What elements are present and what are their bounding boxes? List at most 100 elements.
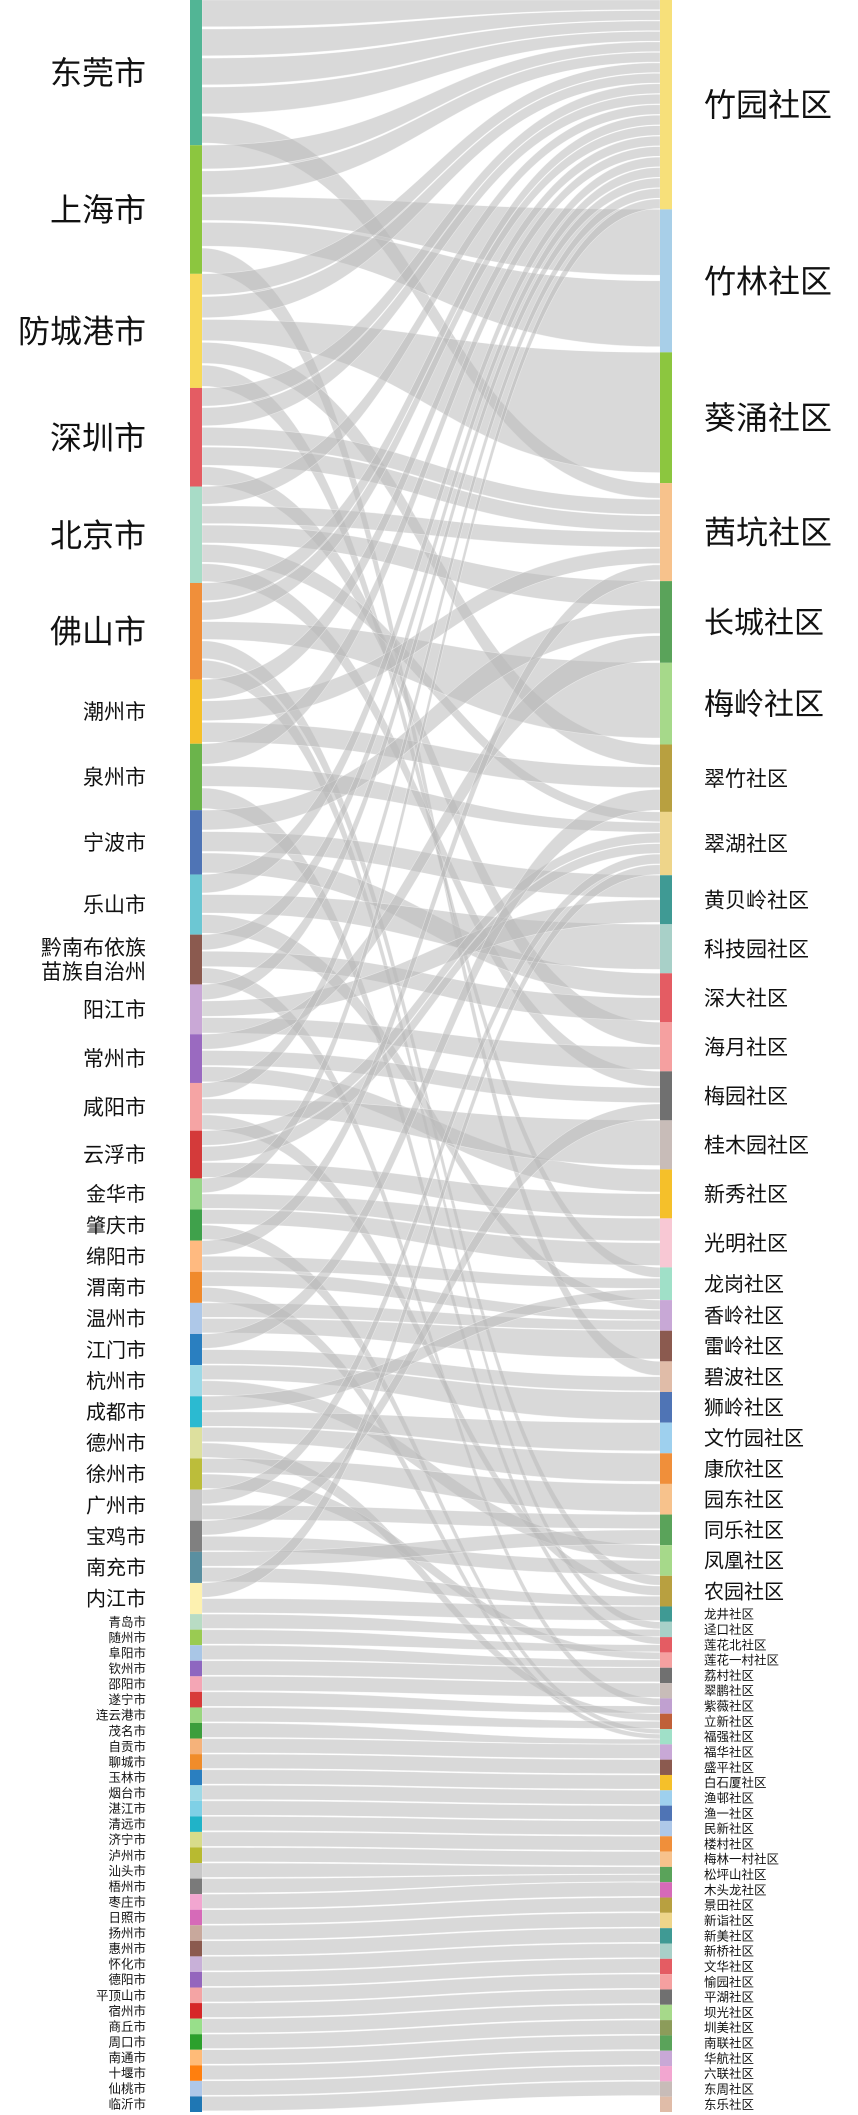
source-label: 湛江市: [108, 1801, 146, 1816]
source-node-bar: [190, 1769, 202, 1786]
source-label: 佛山市: [50, 613, 146, 651]
source-node-bar: [190, 486, 202, 583]
target-node-bar: [660, 2035, 672, 2051]
target-label: 荔村社区: [704, 1668, 754, 1683]
target-label: 新桥社区: [704, 1944, 754, 1959]
target-label: 新诣社区: [704, 1913, 754, 1928]
source-node-bar: [190, 1458, 202, 1490]
source-node-bar: [190, 1863, 202, 1879]
target-label: 木头龙社区: [704, 1882, 767, 1897]
target-bars: [660, 0, 672, 2112]
source-label: 扬州市: [108, 1926, 146, 1941]
source-node-bar: [190, 2080, 202, 2097]
source-label: 常州市: [83, 1047, 146, 1071]
source-label: 宁波市: [83, 831, 146, 855]
source-node-bar: [190, 1894, 202, 1910]
target-label: 凤凰社区: [704, 1549, 784, 1573]
source-node-bar: [190, 1034, 202, 1083]
target-node-bar: [660, 1744, 672, 1760]
source-label: 茂名市: [108, 1723, 146, 1738]
target-label: 竹园社区: [704, 86, 832, 124]
source-node-bar: [190, 1489, 202, 1521]
target-node-bar: [660, 1943, 672, 1959]
source-label: 清远市: [108, 1817, 146, 1832]
flow-link: [201, 621, 661, 739]
target-label: 梅园社区: [704, 1084, 788, 1108]
target-node-bar: [660, 1729, 672, 1745]
target-label: 葵涌社区: [704, 399, 832, 437]
target-node-bar: [660, 2020, 672, 2036]
target-node-bar: [660, 1683, 672, 1699]
source-node-bar: [190, 679, 202, 744]
source-node-bar: [190, 1738, 202, 1755]
target-node-bar: [660, 352, 672, 484]
target-label: 深大社区: [704, 986, 788, 1010]
target-node-bar: [660, 2066, 672, 2082]
source-node-bar: [190, 1909, 202, 1926]
target-node-bar: [660, 1928, 672, 1944]
source-label: 广州市: [86, 1493, 146, 1517]
source-node-bar: [190, 1831, 202, 1848]
source-label: 怀化市: [108, 1957, 146, 1972]
target-node-bar: [660, 811, 672, 876]
source-node-bar: [190, 1691, 202, 1708]
target-label: 翠湖社区: [704, 832, 788, 856]
target-node-bar: [660, 1218, 672, 1268]
target-node-bar: [660, 1422, 672, 1454]
target-node-bar: [660, 924, 672, 974]
target-node-bar: [660, 662, 672, 745]
source-node-bar: [190, 1987, 202, 2004]
target-label: 迳口社区: [704, 1622, 754, 1637]
source-label: 十堰市: [108, 2066, 146, 2081]
source-node-bar: [190, 582, 202, 680]
target-label: 渔一社区: [704, 1806, 754, 1821]
target-label: 莲花北社区: [704, 1637, 767, 1652]
source-label: 深圳市: [50, 419, 146, 457]
target-node-bar: [660, 1882, 672, 1898]
source-node-bar: [190, 1271, 202, 1303]
target-node-bar: [660, 1759, 672, 1775]
source-label: 济宁市: [108, 1832, 146, 1847]
source-label: 咸阳市: [83, 1095, 146, 1119]
target-node-bar: [660, 1790, 672, 1806]
source-node-bar: [190, 1940, 202, 1957]
target-node-bar: [660, 1851, 672, 1867]
source-label: 遂宁市: [108, 1692, 146, 1707]
target-label: 龙井社区: [704, 1607, 754, 1622]
target-node-bar: [660, 1545, 672, 1576]
source-node-bar: [190, 1582, 202, 1615]
target-node-bar: [660, 2096, 672, 2112]
source-label: 潮州市: [83, 700, 146, 724]
source-label: 阜阳市: [108, 1645, 146, 1660]
target-label: 楼村社区: [704, 1836, 754, 1851]
source-node-bar: [190, 1178, 202, 1210]
target-node-bar: [660, 1698, 672, 1714]
target-label: 狮岭社区: [704, 1396, 784, 1420]
source-label: 宝鸡市: [86, 1524, 146, 1548]
target-node-bar: [660, 1330, 672, 1362]
source-label: 日照市: [108, 1910, 146, 1925]
target-node-bar: [660, 0, 672, 210]
source-node-bar: [190, 934, 202, 985]
target-node-bar: [660, 1169, 672, 1219]
source-node-bar: [190, 1520, 202, 1552]
target-node-bar: [660, 1453, 672, 1484]
target-label: 海月社区: [704, 1035, 788, 1059]
source-node-bar: [190, 1723, 202, 1739]
source-node-bar: [190, 810, 202, 875]
target-label: 长城社区: [704, 606, 824, 641]
source-node-bar: [190, 145, 202, 274]
target-node-bar: [660, 1912, 672, 1929]
target-label: 龙岗社区: [704, 1272, 784, 1296]
target-label: 坝光社区: [704, 2005, 754, 2020]
target-node-bar: [660, 1120, 672, 1170]
flow-link: [201, 62, 661, 296]
flow-link: [201, 1458, 661, 1513]
target-label: 文竹园社区: [704, 1426, 804, 1450]
target-node-bar: [660, 1392, 672, 1423]
source-node-bar: [190, 273, 202, 388]
target-node-bar: [660, 1483, 672, 1515]
source-label: 宿州市: [108, 2003, 146, 2018]
source-label: 绵阳市: [86, 1244, 146, 1268]
source-labels: 东莞市上海市防城港市深圳市北京市佛山市潮州市泉州市宁波市乐山市黔南布依族苗族自治…: [18, 54, 146, 2112]
